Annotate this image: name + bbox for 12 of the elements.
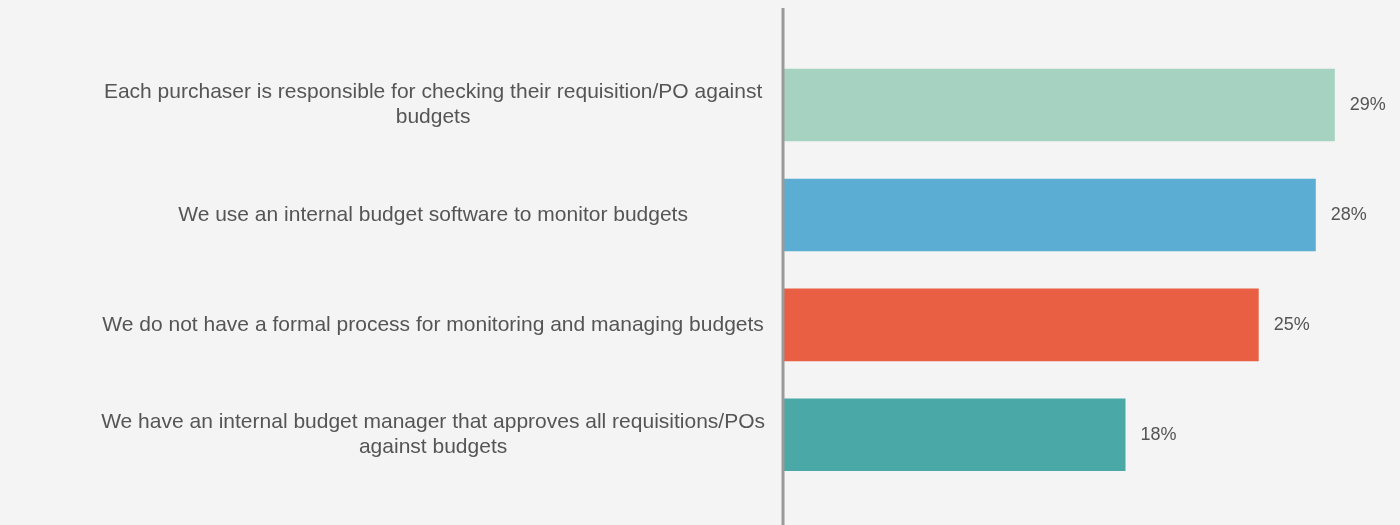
- bar: [783, 178, 1316, 252]
- data-label: 18%: [1140, 423, 1177, 444]
- y-tick-label: We have an internal budget manager that approves all requisitions/POs against budgets: [101, 409, 765, 458]
- bar: [783, 398, 1126, 472]
- y-tick-label: We do not have a formal process for monitoring and managing budgets: [102, 311, 764, 335]
- y-tick-label: We use an internal budget software to monitor budgets: [178, 201, 688, 225]
- y-tick-label: Each purchaser is responsible for checking their requisition/PO against budgets: [103, 79, 763, 128]
- data-label: 29%: [1349, 93, 1386, 114]
- bar: [783, 288, 1259, 362]
- data-label: 28%: [1330, 203, 1367, 224]
- data-label: 25%: [1273, 313, 1310, 334]
- bar: [783, 68, 1335, 142]
